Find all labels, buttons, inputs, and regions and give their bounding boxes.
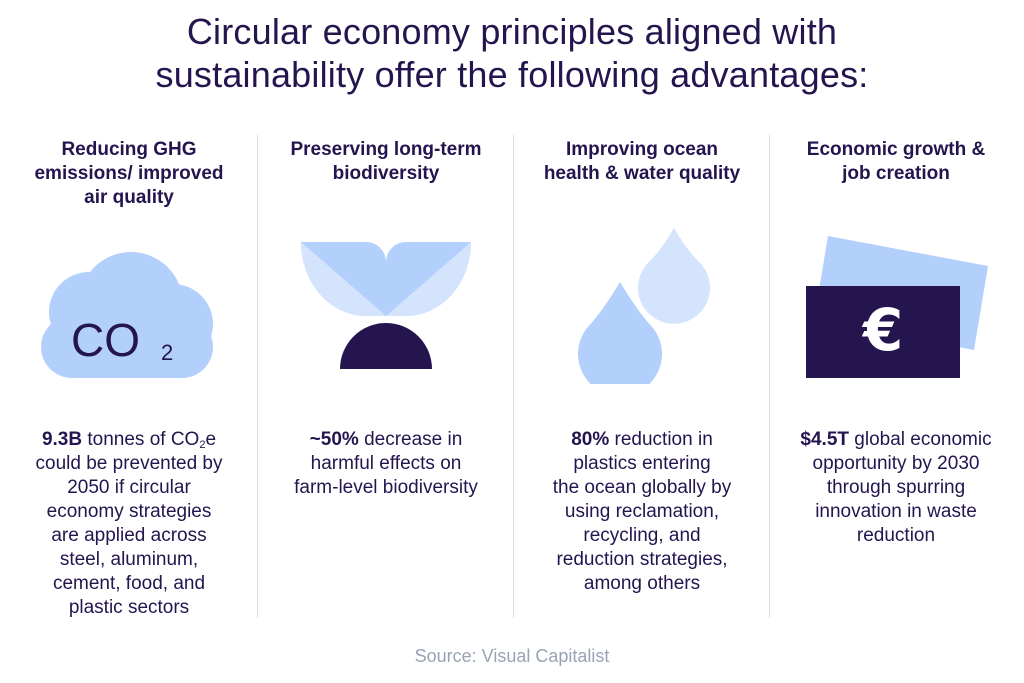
column-heading: Economic growth & job creation bbox=[768, 138, 1024, 186]
co2-label: CO bbox=[71, 314, 140, 366]
column-divider bbox=[769, 135, 770, 618]
heading-line: Improving ocean bbox=[565, 139, 719, 160]
euro-symbol: € bbox=[861, 296, 903, 364]
body-line: the ocean globally by bbox=[552, 477, 732, 498]
body-stat: $4.5T bbox=[800, 429, 849, 450]
body-first-line: 80% reduction in bbox=[514, 428, 770, 452]
co2-cloud-icon: CO 2 bbox=[41, 252, 213, 378]
body-stat: 80% bbox=[571, 429, 610, 450]
body-line: cement, food, and bbox=[52, 573, 206, 594]
body-first-line: 9.3B tonnes of CO2e bbox=[1, 428, 257, 452]
heading-line: health & water quality bbox=[543, 163, 741, 184]
body-first-text: tonnes of CO bbox=[82, 429, 200, 450]
column-body: 80% reduction in plastics entering the o… bbox=[514, 428, 770, 596]
column-ghg-emissions: Reducing GHG emissions/ improved air qua… bbox=[1, 138, 257, 618]
body-line: plastic sectors bbox=[68, 597, 190, 618]
column-heading: Preserving long-term biodiversity bbox=[258, 138, 514, 186]
heading-line: biodiversity bbox=[332, 163, 440, 184]
euro-banknote-icon: € bbox=[806, 236, 988, 378]
heading-line: Economic growth & bbox=[806, 139, 986, 160]
co2-subscript: 2 bbox=[161, 340, 173, 365]
body-first-line: ~50% decrease in bbox=[258, 428, 514, 452]
heading-line: Preserving long-term bbox=[290, 139, 482, 160]
heading-line: job creation bbox=[842, 163, 950, 184]
body-line: recycling, and bbox=[583, 525, 701, 546]
body-first-end: e bbox=[205, 429, 217, 450]
body-first-text: reduction in bbox=[609, 429, 713, 450]
body-line: innovation in waste bbox=[815, 501, 977, 522]
body-line: 2050 if circular bbox=[67, 477, 191, 498]
body-line: economy strategies bbox=[46, 501, 212, 522]
body-line: farm-level biodiversity bbox=[294, 477, 478, 498]
body-first-text: global economic bbox=[849, 429, 992, 450]
body-line: using reclamation, bbox=[564, 501, 720, 522]
title-line-1: Circular economy principles aligned with bbox=[186, 11, 838, 52]
water-drops-icon bbox=[578, 228, 710, 384]
column-body: ~50% decrease in harmful effects on farm… bbox=[258, 428, 514, 500]
body-stat: ~50% bbox=[309, 429, 359, 450]
title-line-2: sustainability offer the following advan… bbox=[155, 54, 869, 95]
source-credit: Source: Visual Capitalist bbox=[414, 646, 610, 666]
body-stat: 9.3B bbox=[41, 429, 83, 450]
body-line: among others bbox=[583, 573, 701, 594]
column-divider bbox=[257, 135, 258, 618]
page-title: Circular economy principles aligned with… bbox=[0, 10, 1024, 96]
sprout-icon bbox=[301, 242, 471, 369]
column-heading: Improving ocean health & water quality bbox=[514, 138, 770, 186]
body-line: are applied across bbox=[51, 525, 207, 546]
body-line: plastics entering bbox=[573, 453, 711, 474]
column-biodiversity: Preserving long-term biodiversity ~50% d… bbox=[258, 138, 514, 618]
body-line: through spurring bbox=[826, 477, 966, 498]
body-subscript: 2 bbox=[199, 439, 206, 451]
body-line: opportunity by 2030 bbox=[812, 453, 980, 474]
body-line: could be prevented by bbox=[35, 453, 223, 474]
column-divider bbox=[513, 135, 514, 618]
heading-line: air quality bbox=[84, 187, 174, 208]
column-economic-growth: Economic growth & job creation € $4.5T g… bbox=[768, 138, 1024, 618]
body-line: reduction strategies, bbox=[556, 549, 728, 570]
heading-line: emissions/ improved bbox=[34, 163, 224, 184]
body-line: harmful effects on bbox=[310, 453, 462, 474]
body-first-line: $4.5T global economic bbox=[768, 428, 1024, 452]
column-body: $4.5T global economic opportunity by 203… bbox=[768, 428, 1024, 548]
column-heading: Reducing GHG emissions/ improved air qua… bbox=[1, 138, 257, 210]
body-line: steel, aluminum, bbox=[59, 549, 199, 570]
column-body: 9.3B tonnes of CO2e could be prevented b… bbox=[1, 428, 257, 620]
body-first-text: decrease in bbox=[358, 429, 463, 450]
column-ocean-health: Improving ocean health & water quality 8… bbox=[514, 138, 770, 618]
body-line: reduction bbox=[856, 525, 936, 546]
heading-line: Reducing GHG bbox=[61, 139, 197, 160]
